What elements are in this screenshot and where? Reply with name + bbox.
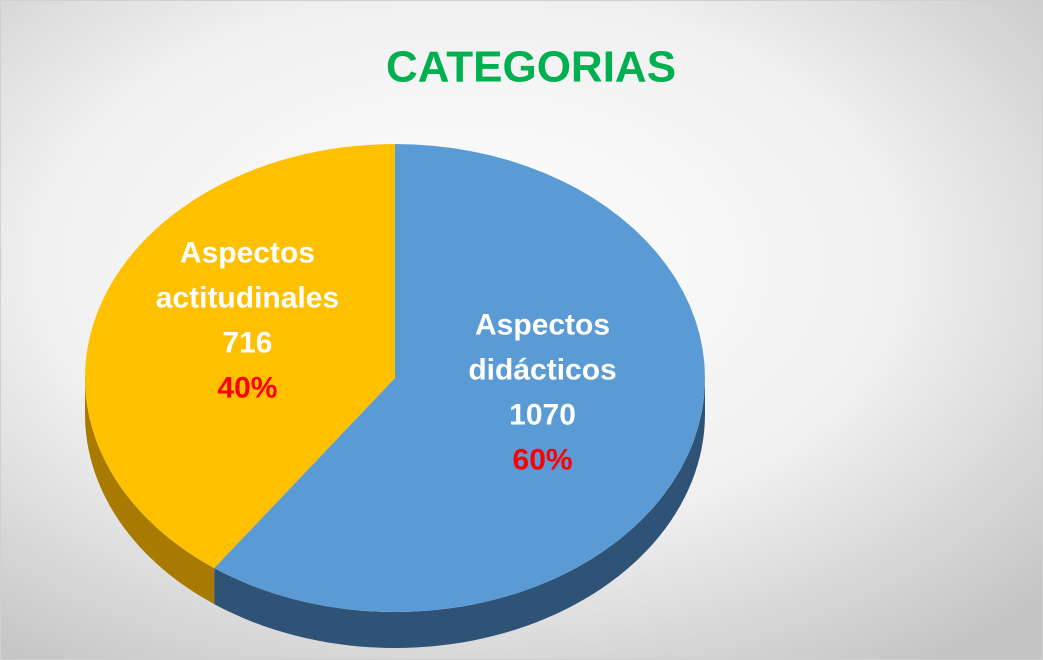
label-line: actitudinales [156, 282, 339, 315]
slice-side [85, 378, 215, 605]
data-label-category: Aspectos didácticos [468, 308, 616, 386]
data-label-category: Aspectos actitudinales [156, 237, 339, 315]
data-label-value: 716 [222, 327, 272, 360]
label-line: Aspectos [475, 308, 610, 341]
data-label-percent: 60% [513, 443, 573, 476]
label-line: didácticos [468, 353, 616, 386]
label-line: Aspectos [180, 237, 315, 270]
slice-side [214, 378, 705, 648]
slice [214, 144, 705, 612]
data-label-value: 1070 [509, 398, 576, 431]
slice [85, 144, 396, 569]
data-label-percent: 40% [217, 372, 277, 405]
chart-title: CATEGORIAS [386, 43, 676, 92]
